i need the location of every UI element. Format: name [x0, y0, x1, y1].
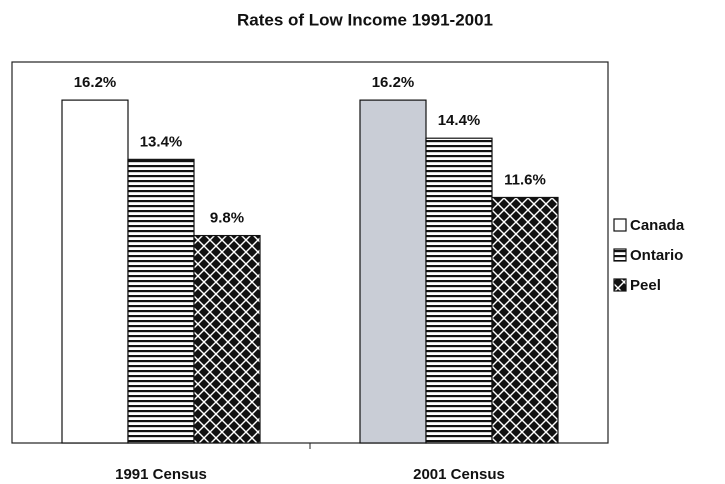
- value-label: 13.4%: [140, 133, 183, 150]
- value-label: 9.8%: [210, 210, 244, 227]
- bar: [359, 99, 427, 444]
- bar: [193, 234, 261, 444]
- x-tick-label: 2001 Census: [413, 466, 505, 483]
- value-label: 11.6%: [504, 171, 546, 188]
- bar: [127, 158, 195, 444]
- legend-swatch: [613, 248, 627, 262]
- x-tick-label: 1991 Census: [115, 466, 207, 483]
- legend-label: Ontario: [630, 247, 683, 264]
- legend-label: Peel: [630, 277, 661, 294]
- bar: [491, 196, 559, 444]
- value-label: 16.2%: [372, 74, 415, 91]
- legend-label: Canada: [630, 217, 685, 234]
- value-label: 16.2%: [74, 74, 117, 91]
- value-label: 14.4%: [438, 112, 481, 129]
- bar: [61, 99, 129, 444]
- chart-title: Rates of Low Income 1991-2001: [237, 10, 493, 29]
- bar: [425, 137, 493, 444]
- legend-swatch: [613, 218, 627, 232]
- legend-swatch: [613, 278, 627, 292]
